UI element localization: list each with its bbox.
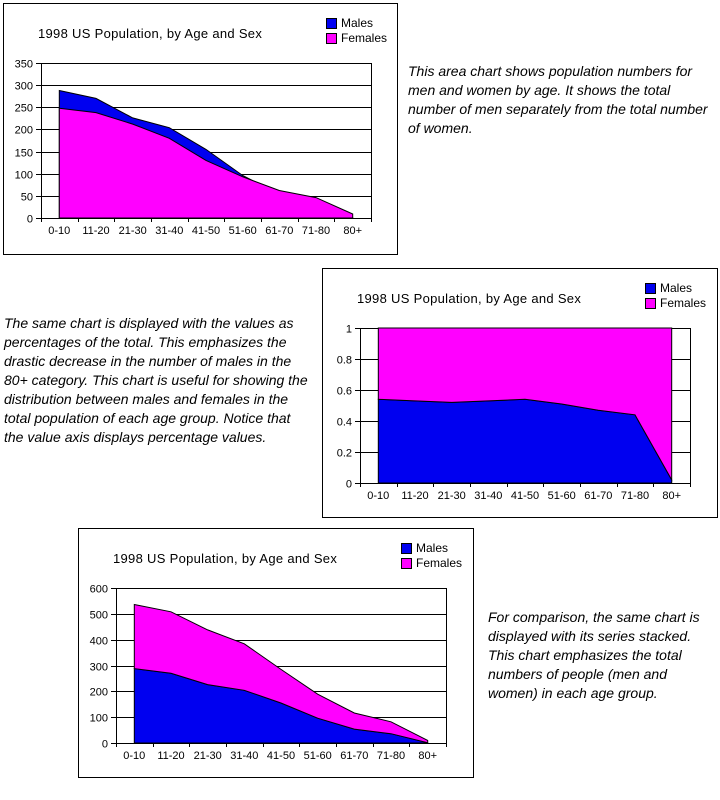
- chart-legend: Males Females: [645, 282, 706, 312]
- legend-swatch-females: [401, 558, 412, 569]
- y-tick-label: 200: [90, 687, 108, 699]
- x-category-label: 31-40: [155, 225, 183, 237]
- legend-swatch-males: [326, 18, 337, 29]
- x-category-label: 11-20: [157, 750, 184, 762]
- population-overlap-chart: 0 50 100 150 200 250 300 350 0-10 11-20 21-30 31-40…: [3, 3, 398, 255]
- x-category-label: 41-50: [192, 225, 220, 237]
- chart-legend: Males Females: [326, 17, 387, 47]
- y-tick-label: 500: [90, 610, 108, 622]
- y-tick-label: 300: [15, 81, 33, 93]
- x-category-label: 80+: [418, 750, 437, 762]
- y-tick-label: 0.6: [337, 386, 352, 398]
- x-category-label: 21-30: [438, 490, 466, 502]
- population-percent-chart: 0 0.2 0.4 0.6 0.8 1 0-10 11-20 21-30 31-40 41-50 51…: [322, 268, 718, 518]
- y-tick-label: 600: [90, 584, 108, 596]
- legend-label: Males: [416, 541, 449, 555]
- y-tick-label: 100: [90, 713, 108, 725]
- legend-item-females: Females: [401, 557, 462, 570]
- females-area: [133, 603, 429, 744]
- chart-canvas: 0 0.2 0.4 0.6 0.8 1 0-10 11-20 21-30 31-40 41-50 51…: [337, 324, 691, 502]
- x-category-label: 80+: [343, 225, 362, 237]
- x-category-label: 31-40: [474, 490, 502, 502]
- legend-item-females: Females: [326, 32, 387, 45]
- legend-label: Males: [660, 281, 693, 295]
- females-area: [58, 107, 354, 219]
- legend-swatch-males: [401, 543, 412, 554]
- chart-title: 1998 US Population, by Age and Sex: [113, 551, 338, 566]
- caption-stacked-chart: For comparison, the same chart is displa…: [488, 609, 700, 701]
- x-category-label: 11-20: [82, 225, 109, 237]
- y-tick-label: 1: [346, 324, 352, 336]
- x-category-label: 61-70: [340, 750, 368, 762]
- x-category-label: 61-70: [584, 490, 612, 502]
- caption-overlap-chart: This area chart shows population numbers…: [408, 63, 708, 136]
- x-category-label: 41-50: [267, 750, 295, 762]
- chart-title: 1998 US Population, by Age and Sex: [38, 26, 263, 41]
- y-tick-label: 100: [15, 170, 33, 182]
- legend-item-males: Males: [645, 282, 706, 295]
- legend-swatch-males: [645, 283, 656, 294]
- x-category-label: 0-10: [367, 490, 389, 502]
- chart-title: 1998 US Population, by Age and Sex: [357, 291, 582, 306]
- x-category-label: 21-30: [119, 225, 147, 237]
- x-category-label: 31-40: [230, 750, 258, 762]
- y-tick-label: 0: [346, 479, 352, 491]
- y-tick-label: 150: [15, 148, 33, 160]
- legend-swatch-females: [645, 298, 656, 309]
- y-tick-label: 250: [15, 103, 33, 115]
- y-tick-label: 50: [21, 192, 33, 204]
- y-tick-label: 200: [15, 125, 33, 137]
- legend-label: Females: [660, 296, 707, 310]
- x-category-label: 61-70: [265, 225, 293, 237]
- chart-canvas: 0 100 200 300 400 500 600 0-10 11-20 21-30 31-40 41…: [90, 584, 447, 762]
- x-category-label: 0-10: [123, 750, 145, 762]
- x-category-label: 80+: [662, 490, 681, 502]
- x-category-label: 41-50: [511, 490, 539, 502]
- legend-label: Males: [341, 16, 374, 30]
- legend-item-males: Males: [401, 542, 462, 555]
- y-tick-label: 400: [90, 636, 108, 648]
- chart-legend: Males Females: [401, 542, 462, 572]
- x-category-label: 0-10: [48, 225, 70, 237]
- females-area: [377, 327, 673, 482]
- y-tick-label: 0.8: [337, 355, 352, 367]
- x-category-label: 11-20: [401, 490, 428, 502]
- legend-label: Females: [341, 31, 388, 45]
- x-category-label: 21-30: [194, 750, 222, 762]
- x-category-label: 51-60: [548, 490, 576, 502]
- x-category-label: 71-80: [377, 750, 405, 762]
- population-stacked-chart: 0 100 200 300 400 500 600 0-10 11-20 21-30 31-40 41…: [78, 528, 474, 778]
- legend-label: Females: [416, 556, 463, 570]
- y-tick-label: 350: [15, 59, 33, 71]
- legend-item-females: Females: [645, 297, 706, 310]
- caption-percent-chart: The same chart is displayed with the val…: [4, 315, 308, 445]
- x-category-label: 51-60: [304, 750, 332, 762]
- legend-item-males: Males: [326, 17, 387, 30]
- y-tick-label: 0: [102, 739, 108, 751]
- y-tick-label: 300: [90, 662, 108, 674]
- x-category-label: 51-60: [229, 225, 257, 237]
- x-category-label: 71-80: [621, 490, 649, 502]
- y-tick-label: 0.4: [337, 417, 352, 429]
- chart-canvas: 0 50 100 150 200 250 300 350 0-10 11-20 21-30 31-40…: [15, 59, 372, 237]
- legend-swatch-females: [326, 33, 337, 44]
- y-tick-label: 0.2: [337, 448, 352, 460]
- y-tick-label: 0: [27, 214, 33, 226]
- x-category-label: 71-80: [302, 225, 330, 237]
